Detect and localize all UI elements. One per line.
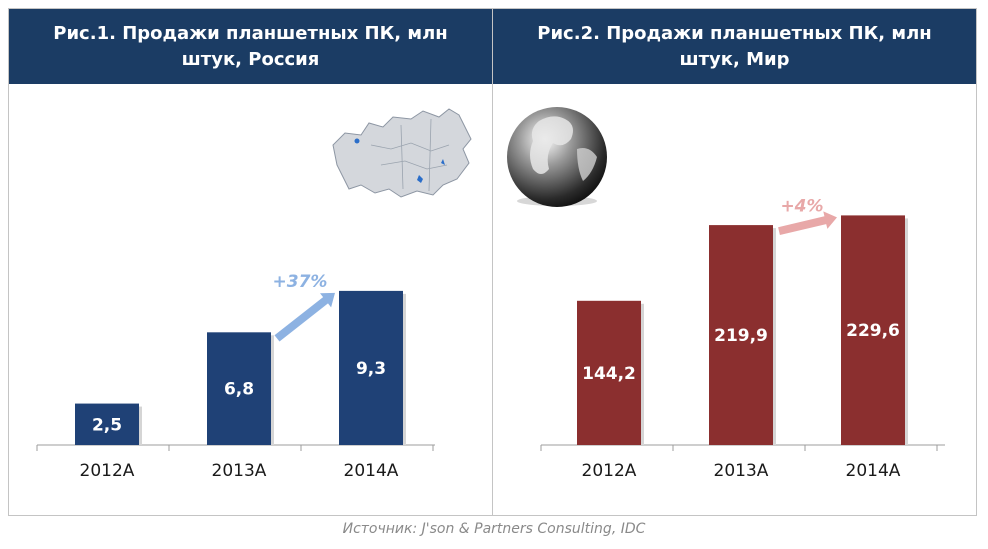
growth-arrow — [778, 211, 837, 235]
bar-2014A — [339, 290, 403, 445]
data-label-2014A: 9,3 — [356, 359, 386, 379]
chart-panel-russia: Рис.1. Продажи планшетных ПК, млн штук, … — [8, 8, 493, 516]
bar-chart-russia: 2,5 2012A 6,8 2013A 9,3 2014A +37% — [36, 108, 472, 481]
chart-title-russia: Рис.1. Продажи планшетных ПК, млн штук, … — [9, 9, 492, 84]
bar-2012A — [75, 403, 139, 445]
x-tick-label-2012A: 2012A — [80, 461, 135, 481]
data-label-2013A: 219,9 — [714, 326, 768, 346]
chart-panel-world: Рис.2. Продажи планшетных ПК, млн штук, … — [493, 8, 977, 516]
data-label-2012A: 2,5 — [92, 415, 122, 435]
growth-label: +4% — [780, 196, 823, 216]
x-tick-label-2012A: 2012A — [582, 461, 637, 481]
bar-2014A — [841, 215, 905, 445]
x-tick-label-2013A: 2013A — [714, 461, 769, 481]
bar-2013A — [207, 332, 271, 445]
globe-icon — [507, 107, 607, 207]
data-label-2014A: 229,6 — [846, 321, 900, 341]
russia-map-icon — [332, 108, 472, 198]
chart-title-world: Рис.2. Продажи планшетных ПК, млн штук, … — [493, 9, 976, 84]
x-tick-label-2013A: 2013A — [212, 461, 267, 481]
data-label-2012A: 144,2 — [582, 364, 636, 384]
x-tick-label-2014A: 2014A — [344, 461, 399, 481]
x-tick-label-2014A: 2014A — [846, 461, 901, 481]
bar-chart-world: 144,2 2012A 219,9 2013A 229,6 2014A +4% — [507, 107, 945, 481]
growth-arrow — [274, 292, 335, 342]
data-label-2013A: 6,8 — [224, 380, 254, 400]
bar-2013A — [709, 225, 773, 445]
bar-2012A — [577, 300, 641, 445]
growth-label: +37% — [273, 272, 328, 292]
source-note: Источник: J'son & Partners Consulting, I… — [342, 521, 646, 537]
